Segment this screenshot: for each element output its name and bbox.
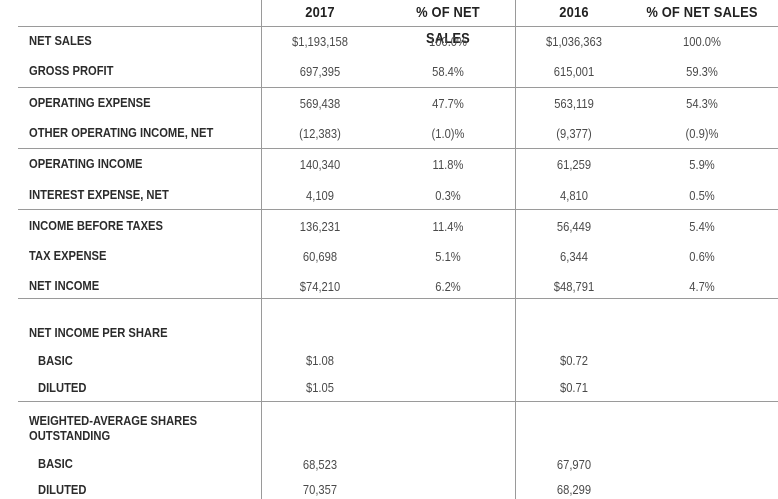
cell-2017: 68,523 xyxy=(302,457,338,472)
row-label: BASIC xyxy=(38,353,73,368)
row-label: INCOME BEFORE TAXES xyxy=(29,218,163,233)
row-label: TAX EXPENSE xyxy=(29,248,107,263)
cell-2016: 4,810 xyxy=(559,188,588,203)
header-pct-2016: % OF NET SALES xyxy=(646,4,758,21)
cell-2017: 4,109 xyxy=(305,188,334,203)
column-divider xyxy=(261,0,262,499)
cell-pct-2016: 54.3% xyxy=(686,96,718,111)
row-label: GROSS PROFIT xyxy=(29,63,114,78)
cell-pct-2017: 58.4% xyxy=(432,64,464,79)
cell-2016: 67,970 xyxy=(556,457,592,472)
cell-2017: (12,383) xyxy=(299,126,341,141)
header-2016: 2016 xyxy=(559,4,589,21)
cell-2016: 563,119 xyxy=(554,96,594,111)
row-label: NET INCOME xyxy=(29,278,100,293)
cell-pct-2017: 0.3% xyxy=(435,188,461,203)
cell-pct-2016: 59.3% xyxy=(686,64,718,79)
cell-2017: 697,395 xyxy=(299,64,341,79)
row-label: DILUTED xyxy=(38,380,87,395)
cell-2017: 136,231 xyxy=(299,219,341,234)
cell-2017: $1,193,158 xyxy=(292,34,348,49)
cell-pct-2016: 5.9% xyxy=(689,157,715,172)
cell-2016: 56,449 xyxy=(556,219,592,234)
cell-pct-2017: 100.0% xyxy=(429,34,467,49)
cell-pct-2017: 11.8% xyxy=(432,157,464,172)
cell-2017: $74,210 xyxy=(299,279,341,294)
cell-pct-2016: 0.5% xyxy=(689,188,715,203)
cell-2016: $1,036,363 xyxy=(546,34,602,49)
cell-2016: 6,344 xyxy=(559,249,588,264)
cell-pct-2016: (0.9)% xyxy=(685,126,719,141)
cell-2016: 615,001 xyxy=(553,64,595,79)
cell-2016: $0.71 xyxy=(559,380,588,395)
cell-2017: 140,340 xyxy=(299,157,341,172)
row-divider xyxy=(18,87,778,88)
cell-2017: $1.05 xyxy=(305,380,334,395)
cell-pct-2016: 4.7% xyxy=(689,279,715,294)
header-pct-2017: % OF NET SALES xyxy=(416,4,480,47)
cell-pct-2017: 47.7% xyxy=(432,96,464,111)
column-divider xyxy=(515,0,516,499)
section-title: WEIGHTED-AVERAGE SHARES xyxy=(29,413,198,428)
cell-2017: $1.08 xyxy=(305,353,334,368)
cell-pct-2017: 5.1% xyxy=(435,249,461,264)
row-divider xyxy=(18,298,778,299)
cell-2017: 569,438 xyxy=(299,96,341,111)
cell-2016: 61,259 xyxy=(556,157,592,172)
cell-2016: $0.72 xyxy=(559,353,588,368)
section-title: OUTSTANDING xyxy=(29,428,111,443)
cell-2017: 70,357 xyxy=(302,482,338,497)
cell-pct-2017: 11.4% xyxy=(432,219,464,234)
cell-2017: 60,698 xyxy=(302,249,338,264)
cell-pct-2017: 6.2% xyxy=(435,279,461,294)
cell-2016: $48,791 xyxy=(553,279,595,294)
section-title: NET INCOME PER SHARE xyxy=(29,325,168,340)
row-divider xyxy=(18,209,778,210)
cell-pct-2017: (1.0)% xyxy=(431,126,465,141)
row-divider xyxy=(18,148,778,149)
cell-pct-2016: 100.0% xyxy=(683,34,721,49)
cell-2016: 68,299 xyxy=(556,482,592,497)
cell-2016: (9,377) xyxy=(556,126,592,141)
header-2017: 2017 xyxy=(305,4,335,21)
cell-pct-2016: 0.6% xyxy=(689,249,715,264)
row-label: INTEREST EXPENSE, NET xyxy=(29,187,169,202)
row-label: DILUTED xyxy=(38,482,87,497)
row-label: OPERATING INCOME xyxy=(29,156,143,171)
row-label: BASIC xyxy=(38,456,73,471)
row-divider xyxy=(18,26,778,27)
row-divider xyxy=(18,401,778,402)
row-label: OTHER OPERATING INCOME, NET xyxy=(29,125,214,140)
cell-pct-2016: 5.4% xyxy=(689,219,715,234)
row-label: NET SALES xyxy=(29,33,92,48)
row-label: OPERATING EXPENSE xyxy=(29,95,151,110)
